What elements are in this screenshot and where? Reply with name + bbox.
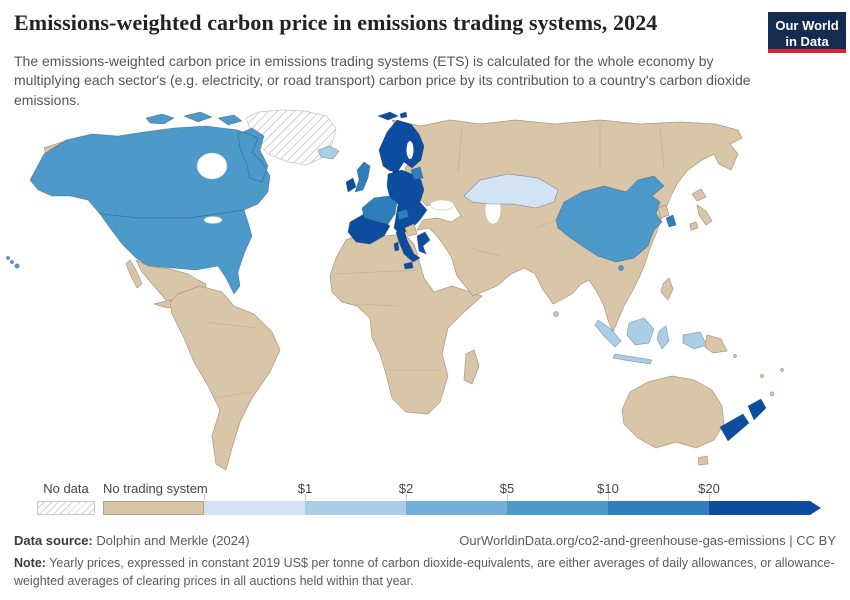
region-south-america[interactable] (169, 285, 281, 471)
region-north-korea[interactable] (657, 204, 670, 219)
legend-segment-1-2[interactable] (305, 501, 406, 515)
legend-tick (709, 494, 710, 500)
footer-source-value: Dolphin and Merkle (2024) (92, 533, 250, 548)
legend-tick (305, 494, 306, 500)
region-australia[interactable] (621, 375, 725, 466)
region-sri-lanka[interactable] (553, 311, 559, 317)
legend-boundary-label-2: $2 (398, 481, 414, 496)
region-svalbard[interactable] (376, 111, 408, 121)
region-canada[interactable] (29, 111, 271, 219)
region-japan[interactable] (689, 188, 713, 231)
legend-boundary-label-5: $5 (499, 481, 515, 496)
region-china[interactable] (555, 175, 665, 263)
region-south-korea[interactable] (665, 214, 677, 228)
us-canada-border (99, 209, 245, 219)
region-baltics[interactable] (410, 166, 424, 181)
logo-accent-bar (768, 49, 846, 53)
gulf-of-bothnia (406, 141, 414, 159)
legend-boundary-label-10: $10 (597, 481, 619, 496)
region-pacific-islands[interactable] (733, 354, 784, 397)
legend-arrow (810, 501, 821, 515)
region-greenland[interactable] (245, 109, 337, 166)
region-madagascar[interactable] (463, 349, 480, 385)
legend-no-data-label: No data (43, 481, 89, 496)
region-hawaii[interactable] (6, 256, 20, 269)
legend-segment-no-trading[interactable] (103, 501, 204, 515)
legend-segment-lt-1[interactable] (204, 501, 305, 515)
region-papua-new-guinea[interactable] (704, 334, 728, 354)
footer-note-value: Yearly prices, expressed in constant 201… (14, 556, 835, 588)
logo-line-1: Our World (775, 18, 839, 33)
legend-boundary-label-1: $1 (297, 481, 313, 496)
great-lakes (203, 216, 223, 224)
legend-no-data-swatch[interactable] (37, 501, 95, 515)
region-balkans-gap[interactable] (404, 223, 418, 237)
legend-segment-10-20[interactable] (608, 501, 709, 515)
region-ireland[interactable] (345, 177, 357, 193)
legend-tick (204, 494, 205, 500)
hudson-bay (196, 152, 228, 180)
region-france[interactable] (361, 195, 398, 225)
footer-link[interactable]: OurWorldinData.org/co2-and-greenhouse-ga… (459, 533, 836, 548)
logo-line-2: in Data (785, 34, 829, 50)
legend-segment-5-10[interactable] (507, 501, 608, 515)
legend-segment-2-5[interactable] (406, 501, 507, 515)
owid-logo[interactable]: Our World in Data (768, 12, 846, 53)
footer-source-row: OurWorldinData.org/co2-and-greenhouse-ga… (14, 533, 836, 548)
region-europe-eu[interactable] (347, 119, 431, 270)
region-kazakhstan[interactable] (463, 173, 559, 209)
legend-tick (608, 494, 609, 500)
legend-no-trading-label: No trading system (103, 481, 208, 496)
region-austria[interactable] (396, 208, 410, 221)
page-subtitle: The emissions-weighted carbon price in e… (14, 53, 751, 108)
legend-segment-gt-20[interactable] (709, 501, 810, 515)
footer-note: Note: Yearly prices, expressed in consta… (14, 555, 836, 591)
region-africa[interactable] (329, 231, 483, 415)
world-map (6, 109, 784, 471)
region-indonesia[interactable] (594, 317, 708, 365)
country-borders (205, 122, 665, 399)
region-new-zealand[interactable] (719, 398, 767, 442)
page-title: Emissions-weighted carbon price in emiss… (14, 10, 658, 35)
region-hainan[interactable] (618, 265, 624, 271)
footer-source-label: Data source: (14, 533, 93, 548)
black-sea (429, 199, 455, 211)
region-united-kingdom[interactable] (354, 161, 371, 193)
legend-tick (507, 494, 508, 500)
footer-note-label: Note: (14, 556, 46, 570)
legend-tick (406, 494, 407, 500)
legend-boundary-label-20: $20 (698, 481, 720, 496)
region-iceland[interactable] (317, 145, 340, 160)
region-philippines[interactable] (660, 277, 674, 301)
